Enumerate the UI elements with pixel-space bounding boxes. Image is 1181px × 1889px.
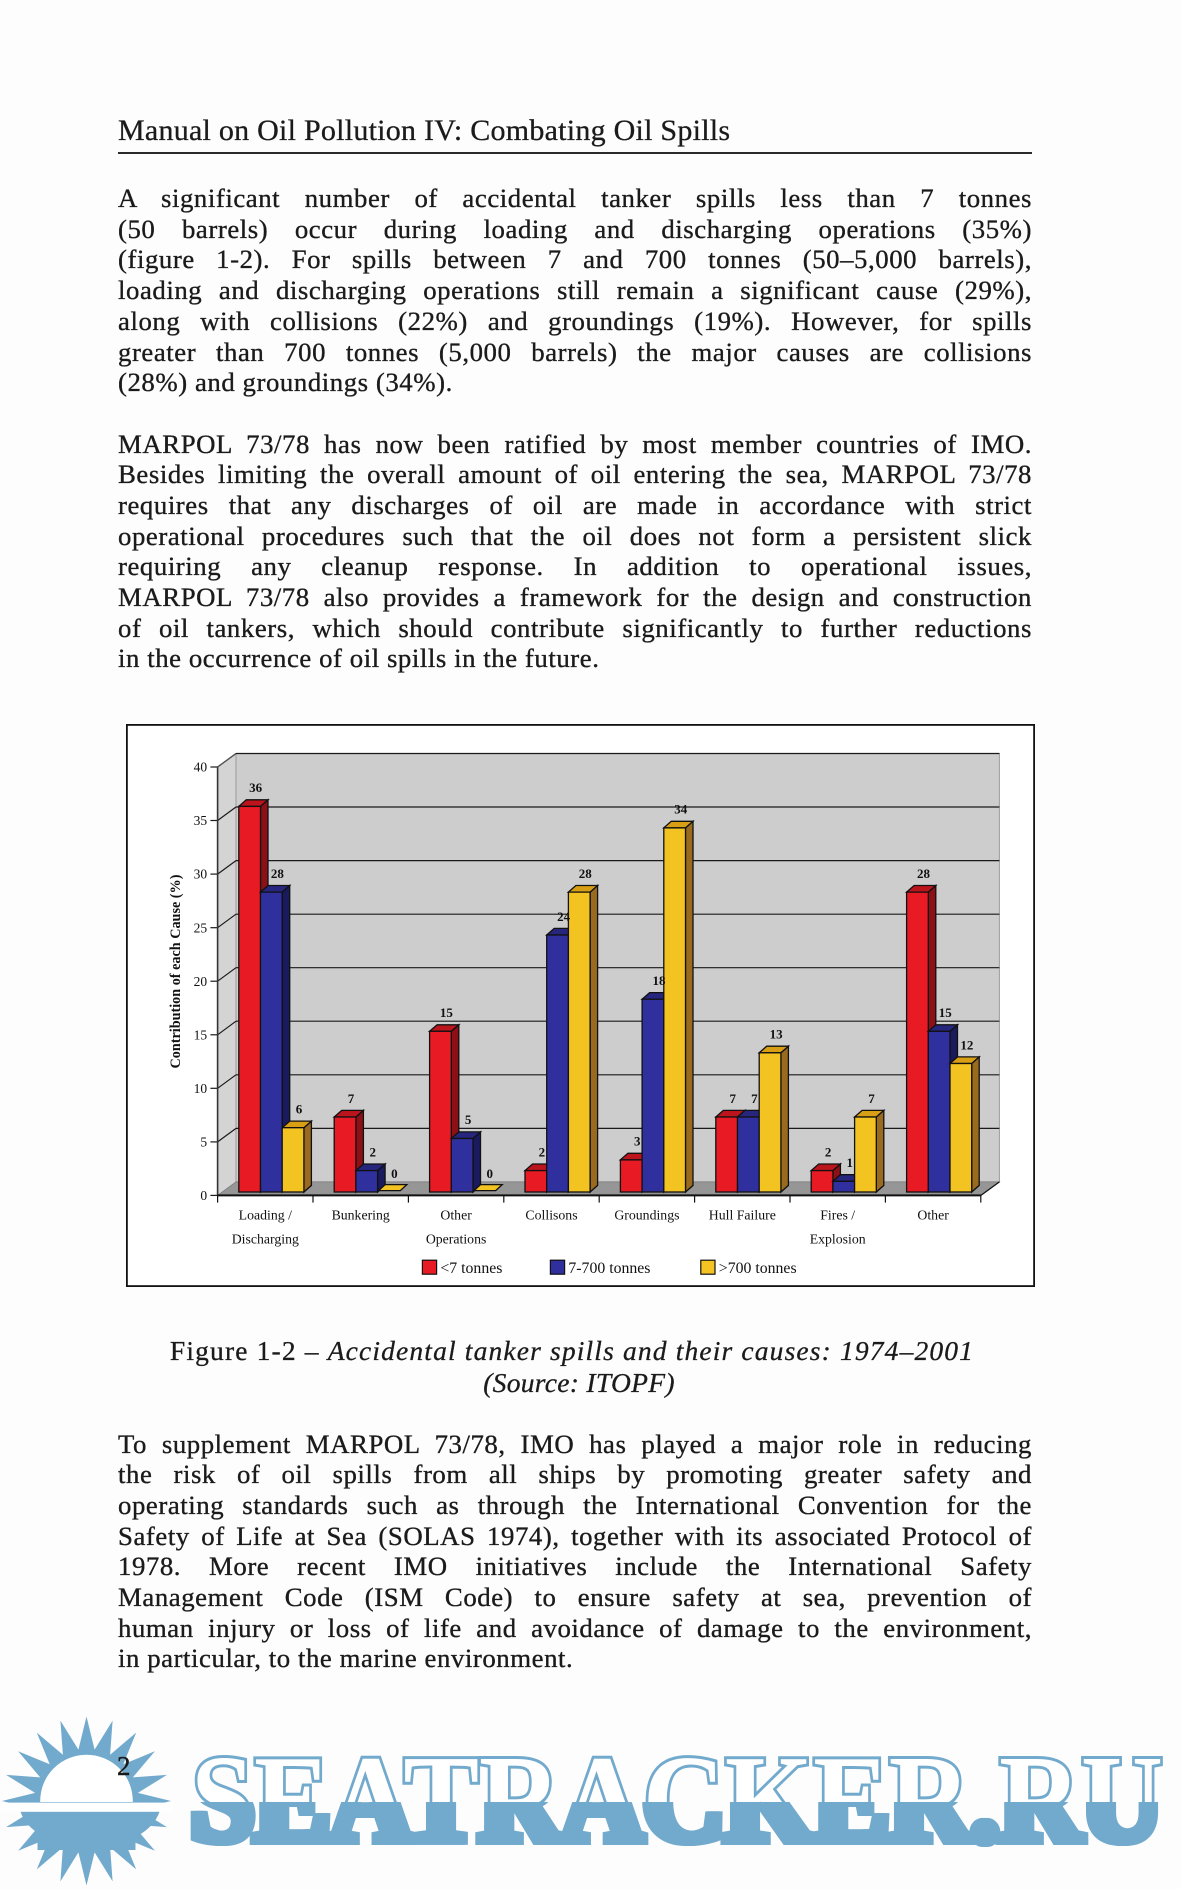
svg-text:28: 28 [271, 866, 285, 881]
svg-text:15: 15 [194, 1027, 208, 1042]
svg-text:Loading /: Loading / [239, 1208, 292, 1223]
svg-text:15: 15 [939, 1005, 953, 1020]
svg-text:Bunkering: Bunkering [332, 1208, 390, 1223]
svg-text:Fires /: Fires / [820, 1208, 855, 1223]
svg-text:20: 20 [194, 974, 208, 989]
svg-text:7: 7 [348, 1091, 355, 1106]
svg-text:Operations: Operations [426, 1232, 487, 1247]
svg-text:7: 7 [729, 1091, 736, 1106]
svg-text:SEATRACKER.RU: SEATRACKER.RU [191, 1731, 1163, 1868]
svg-text:Explosion: Explosion [810, 1232, 866, 1247]
svg-text:SEATRACKER.RU: SEATRACKER.RU [193, 1731, 1165, 1868]
svg-text:SEATRACKER.RU: SEATRACKER.RU [191, 1731, 1163, 1868]
svg-text:7: 7 [751, 1091, 758, 1106]
svg-text:1: 1 [847, 1155, 854, 1170]
svg-text:28: 28 [579, 866, 593, 881]
svg-text:Groundings: Groundings [614, 1208, 679, 1223]
svg-text:35: 35 [194, 813, 208, 828]
svg-text:28: 28 [917, 866, 931, 881]
svg-text:40: 40 [194, 760, 208, 775]
svg-text:Hull Failure: Hull Failure [709, 1208, 776, 1223]
svg-text:Other: Other [917, 1208, 949, 1223]
svg-text:Contribution of each Cause (%): Contribution of each Cause (%) [168, 874, 184, 1068]
svg-text:30: 30 [194, 867, 208, 882]
svg-text:5: 5 [200, 1135, 207, 1150]
svg-text:2: 2 [370, 1144, 377, 1159]
svg-text:36: 36 [249, 780, 263, 795]
svg-text:Collisons: Collisons [525, 1208, 577, 1223]
svg-text:6: 6 [296, 1102, 303, 1117]
svg-text:>700 tonnes: >700 tonnes [719, 1260, 797, 1277]
svg-text:18: 18 [653, 973, 667, 988]
svg-text:15: 15 [440, 1005, 454, 1020]
svg-text:25: 25 [194, 920, 208, 935]
svg-text:Other: Other [440, 1208, 472, 1223]
svg-text:0: 0 [391, 1166, 398, 1181]
svg-text:13: 13 [770, 1027, 784, 1042]
svg-text:Discharging: Discharging [232, 1232, 299, 1247]
svg-text:0: 0 [487, 1166, 494, 1181]
svg-text:5: 5 [465, 1112, 472, 1127]
svg-text:0: 0 [200, 1188, 207, 1203]
svg-text:SEATRACKER.RU: SEATRACKER.RU [189, 1731, 1161, 1868]
svg-text:34: 34 [674, 802, 688, 817]
svg-text:2: 2 [825, 1144, 832, 1159]
svg-text:10: 10 [194, 1081, 208, 1096]
svg-text:24: 24 [557, 909, 571, 924]
svg-text:3: 3 [634, 1134, 641, 1149]
svg-text:7: 7 [868, 1091, 875, 1106]
svg-text:2: 2 [539, 1144, 546, 1159]
svg-text:<7 tonnes: <7 tonnes [440, 1260, 502, 1277]
svg-text:12: 12 [960, 1037, 973, 1052]
svg-text:7-700 tonnes: 7-700 tonnes [568, 1260, 650, 1277]
